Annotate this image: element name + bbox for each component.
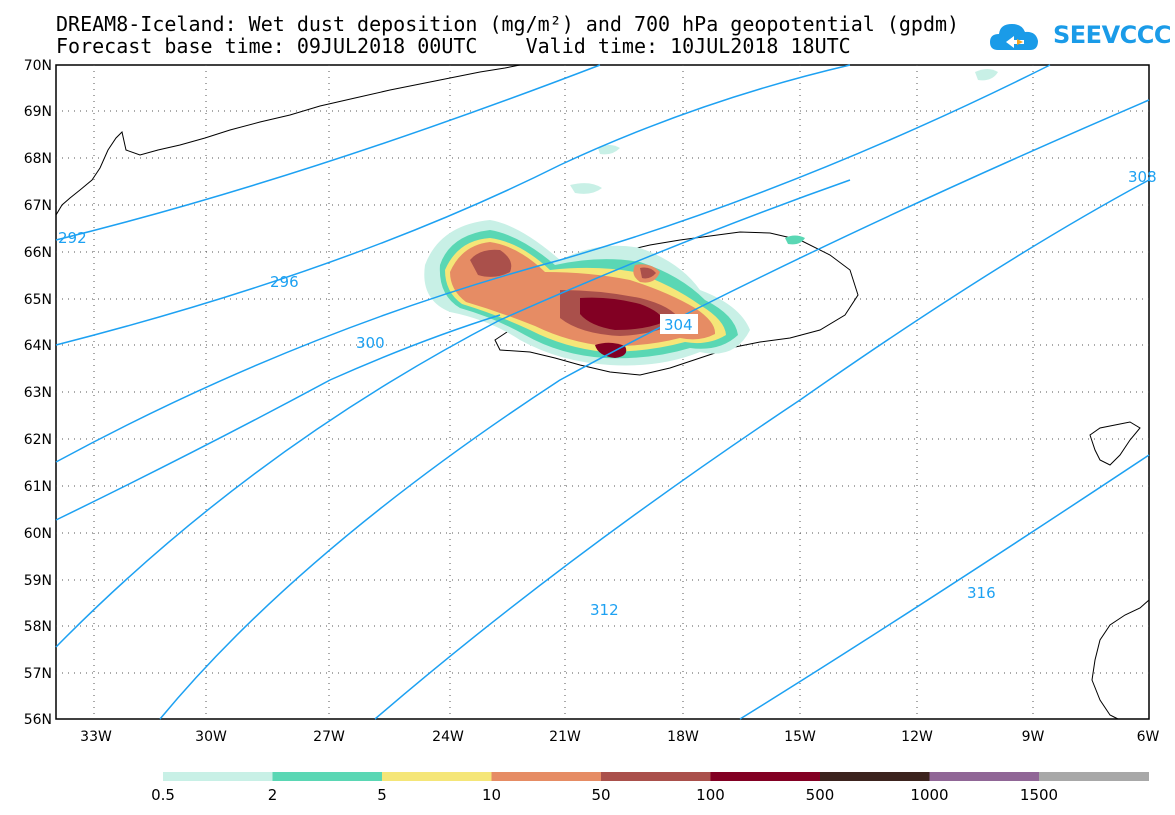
colorbar-tick-label: 1500 (1020, 786, 1058, 804)
lon-label: 21W (549, 729, 581, 745)
lon-label: 18W (667, 729, 699, 745)
lat-label: 65N (24, 292, 52, 308)
colorbar-tick-label: 0.5 (151, 786, 175, 804)
contour-label-304: 304 (664, 316, 693, 334)
colorbar-tick-label: 500 (806, 786, 835, 804)
contour-label-300: 300 (356, 334, 385, 352)
lat-label: 58N (24, 619, 52, 635)
geopotential-contours (55, 64, 1150, 720)
cloud-logo-icon (990, 24, 1038, 50)
scotland-coastline (1091, 599, 1150, 720)
contour-label-308: 308 (1128, 168, 1157, 186)
logo-text: SEEVCCC (1053, 21, 1172, 49)
colorbar-swatch (382, 772, 492, 781)
colorbar-tick-label: 5 (377, 786, 387, 804)
lat-label: 70N (24, 58, 52, 74)
colorbar: 0.5 2 5 10 50 100 500 1000 1500 (151, 772, 1149, 804)
colorbar-tick-label: 2 (268, 786, 278, 804)
lat-label: 63N (24, 385, 52, 401)
lat-label: 68N (24, 151, 52, 167)
colorbar-swatch (710, 772, 821, 781)
lat-label: 69N (24, 104, 52, 120)
contour-label-292: 292 (58, 229, 87, 247)
lat-label: 59N (24, 573, 52, 589)
map-subtitle: Forecast base time: 09JUL2018 00UTC Vali… (56, 34, 851, 58)
lat-label: 66N (24, 245, 52, 261)
greenland-coastline (55, 64, 521, 216)
lon-label: 15W (784, 729, 816, 745)
colorbar-swatch (163, 772, 273, 781)
lon-label: 24W (432, 729, 464, 745)
lon-label: 12W (901, 729, 933, 745)
colorbar-tick-label: 1000 (910, 786, 948, 804)
lat-label: 67N (24, 198, 52, 214)
colorbar-swatch (1039, 772, 1149, 781)
lat-label: 64N (24, 338, 52, 354)
lon-label: 27W (313, 729, 345, 745)
lon-label: 6W (1137, 729, 1160, 745)
contour-label-312: 312 (590, 601, 619, 619)
colorbar-swatch (272, 772, 383, 781)
map-title: DREAM8-Iceland: Wet dust deposition (mg/… (56, 12, 960, 36)
lon-label: 9W (1022, 729, 1045, 745)
contour-label-box (660, 314, 698, 334)
lat-label: 60N (24, 526, 52, 542)
colorbar-swatch (601, 772, 711, 781)
colorbar-tick-label: 50 (591, 786, 610, 804)
lat-label: 61N (24, 479, 52, 495)
lat-label: 62N (24, 432, 52, 448)
lon-label: 33W (80, 729, 112, 745)
lat-label: 57N (24, 666, 52, 682)
contour-label-316: 316 (967, 584, 996, 602)
colorbar-swatch (491, 772, 602, 781)
colorbar-tick-label: 100 (696, 786, 725, 804)
colorbar-tick-label: 10 (482, 786, 501, 804)
colorbar-swatch (820, 772, 930, 781)
lon-label: 30W (195, 729, 227, 745)
shetland-coastline (1089, 421, 1141, 466)
contour-label-296: 296 (270, 273, 299, 291)
lat-label: 56N (24, 712, 52, 728)
colorbar-swatch (929, 772, 1040, 781)
